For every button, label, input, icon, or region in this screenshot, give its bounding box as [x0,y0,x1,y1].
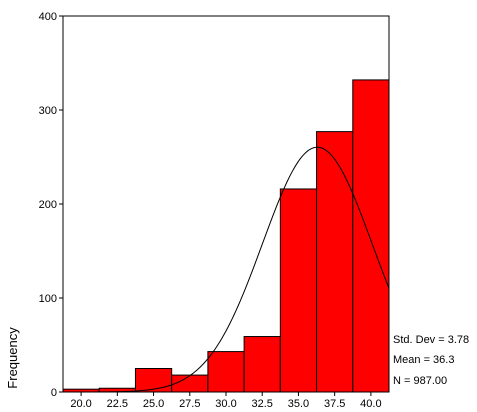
histogram-bars [62,79,390,393]
y-tick-label: 100 [39,293,57,305]
y-tick-label: 0 [51,387,57,399]
y-tick-label: 400 [39,11,57,23]
x-tick-label: 22.5 [107,398,128,410]
y-axis: 0 100 200 300 400 [39,11,63,399]
histogram-bar [316,131,354,393]
x-tick-label: 35.0 [288,398,309,410]
x-tick-label: 27.5 [179,398,200,410]
histogram-bar [352,79,390,393]
histogram-bar [243,336,281,393]
y-tick-label: 200 [39,199,57,211]
x-tick-label: 20.0 [70,398,91,410]
n-label: N = 987.00 [393,375,447,387]
std-dev-label: Std. Dev = 3.78 [393,334,469,346]
histogram-bar [207,351,245,393]
x-tick-label: 30.0 [215,398,236,410]
y-axis-title: Frequency [5,327,20,389]
mean-label: Mean = 36.3 [393,354,454,366]
histogram-bar [279,188,318,393]
y-tick-label: 300 [39,105,57,117]
x-axis: 20.0 22.5 25.0 27.5 30.0 32.5 35.0 37.5 40.0 [70,392,382,410]
x-tick-label: 32.5 [252,398,273,410]
histogram-bar [134,368,173,393]
x-tick-label: 40.0 [360,398,381,410]
x-tick-label: 37.5 [324,398,345,410]
x-tick-label: 25.0 [143,398,164,410]
histogram-bar [171,374,209,393]
